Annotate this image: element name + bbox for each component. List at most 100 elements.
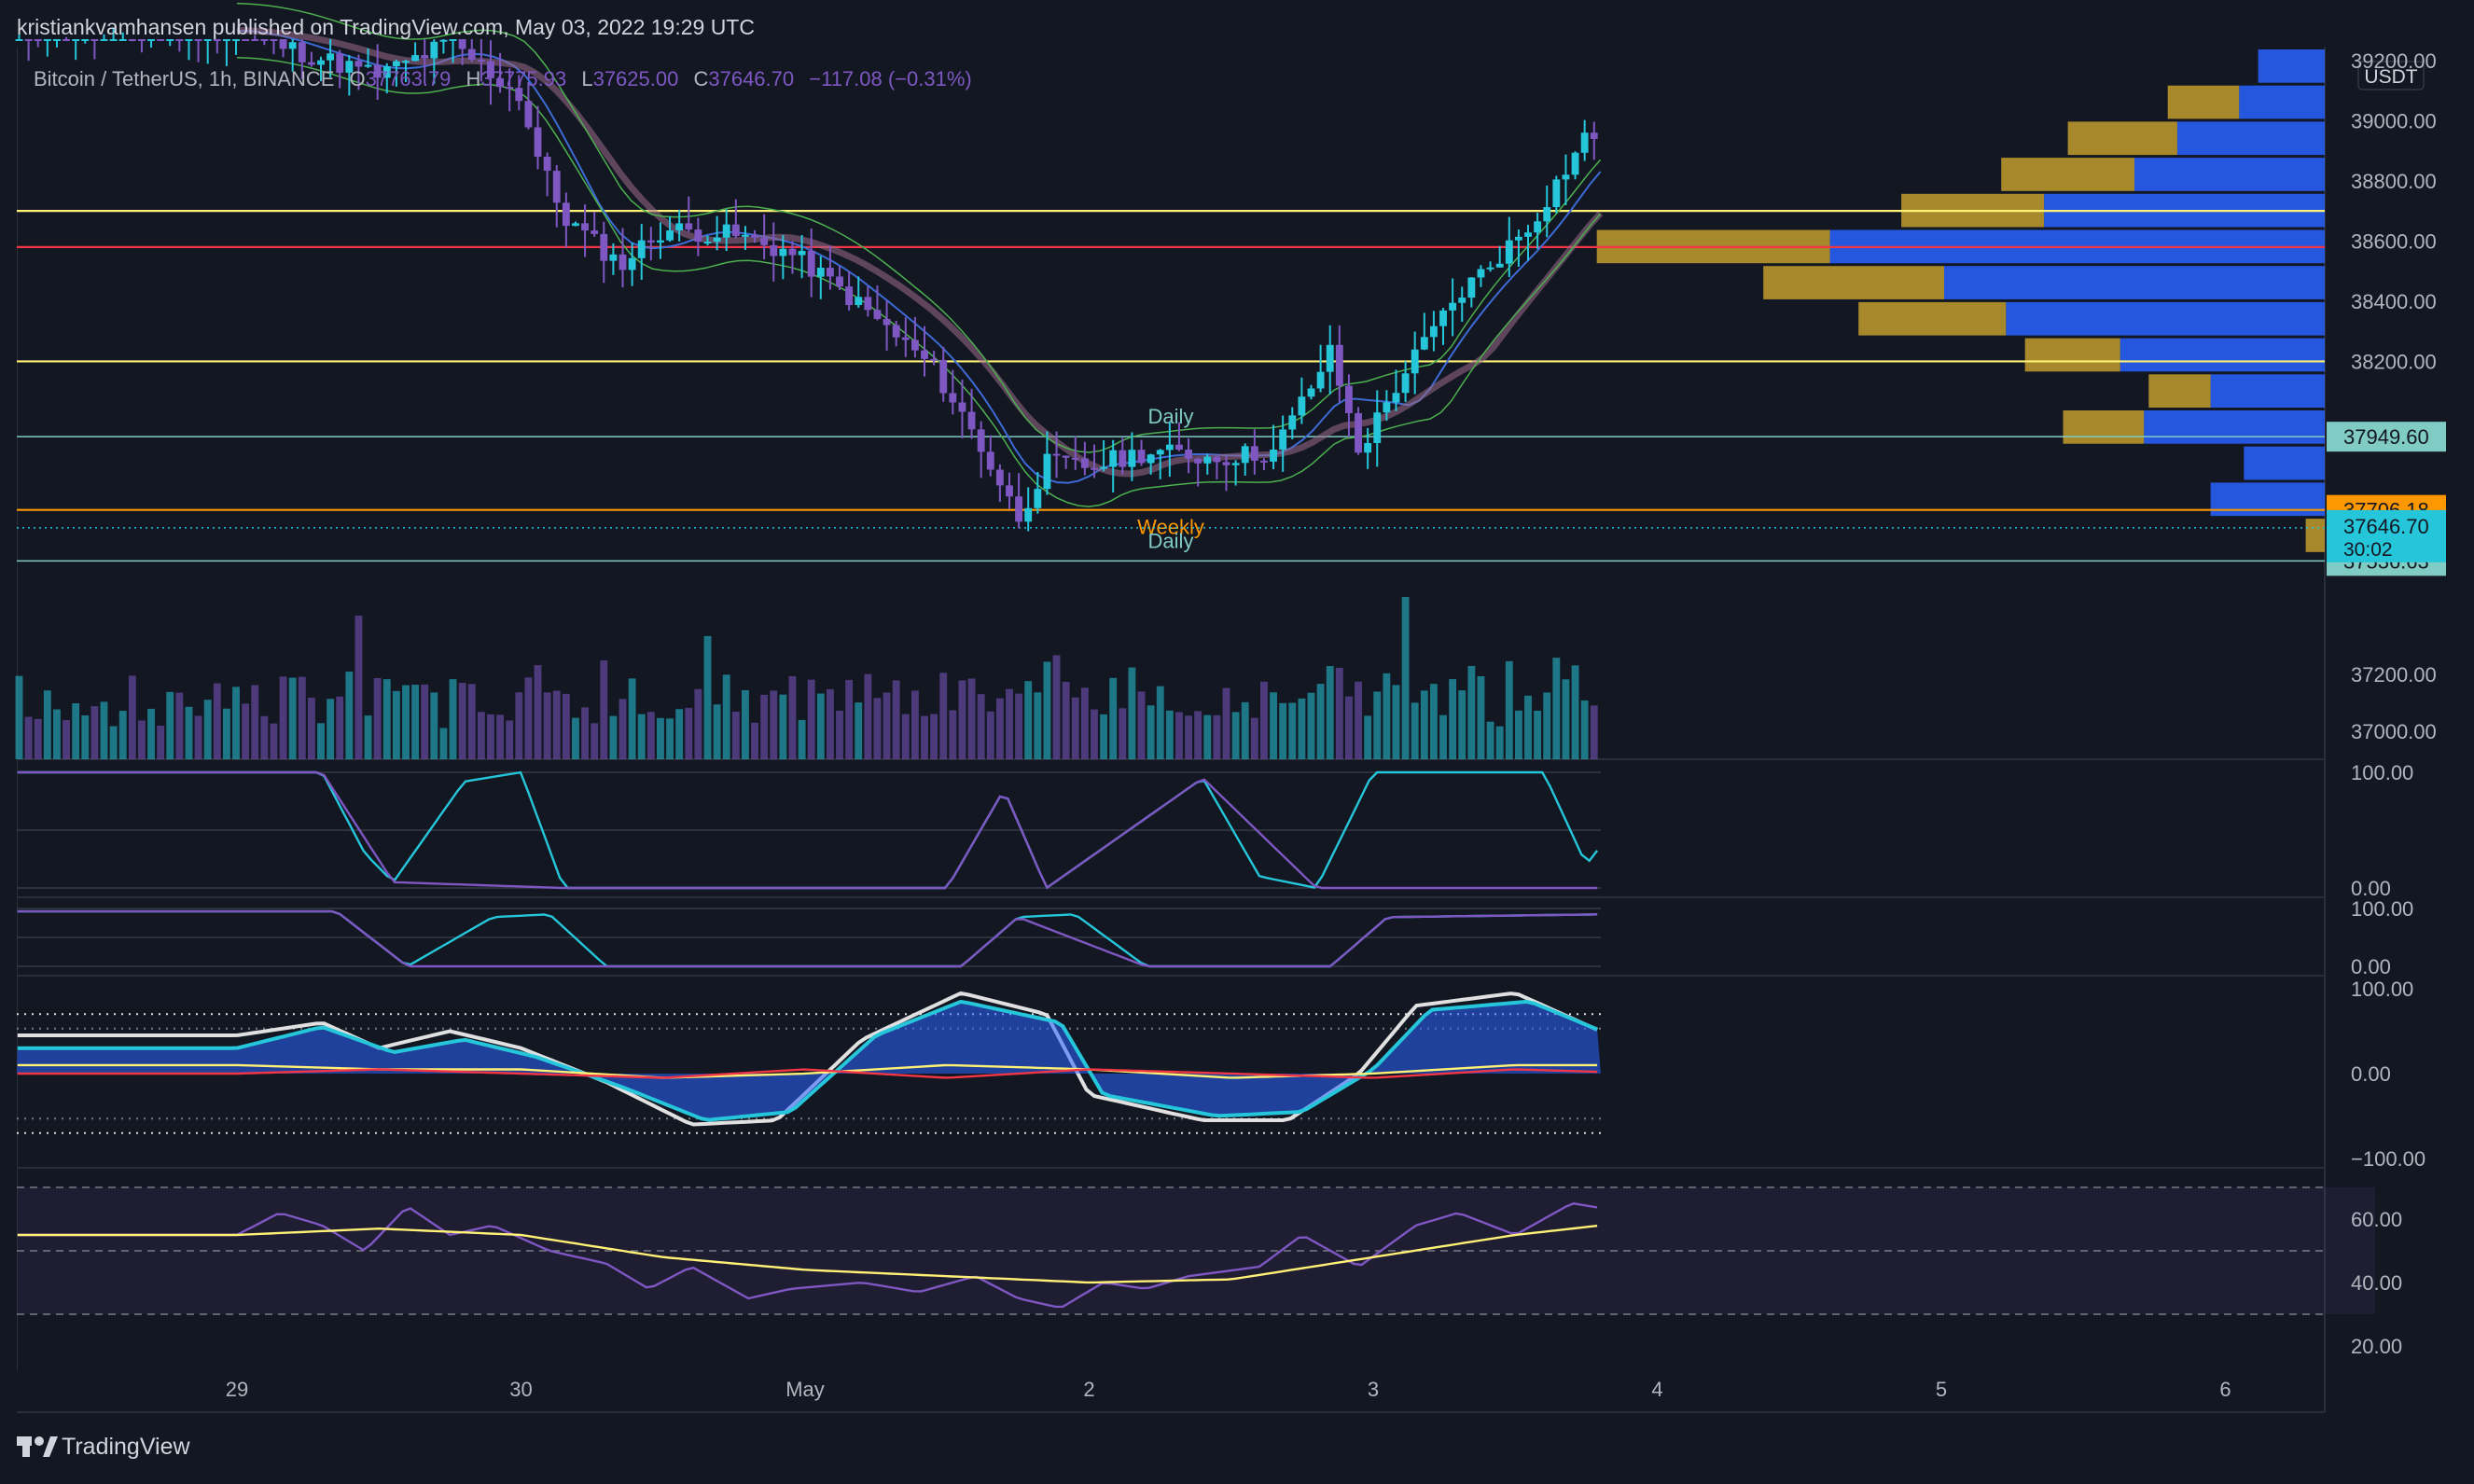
candle-body (1543, 207, 1551, 222)
volume-bar (949, 710, 957, 759)
volume-profile-bar (2148, 374, 2211, 409)
volume-bar (1335, 667, 1343, 759)
volume-bar (467, 684, 476, 759)
candle-body (1420, 337, 1428, 350)
volume-bar (1495, 726, 1504, 759)
volume-bar (986, 711, 994, 759)
volume-bar (685, 707, 693, 759)
volume-bar (90, 706, 99, 759)
price-badge-label: 37949.60 (2343, 425, 2429, 449)
oscillator-tick-label: 100.00 (2351, 978, 2413, 1001)
volume-bar (1185, 715, 1193, 759)
oscillator-tick-label: 40.00 (2351, 1271, 2402, 1295)
time-tick-label: 29 (226, 1378, 248, 1401)
volume-bar (1213, 714, 1221, 759)
volume-bar (43, 690, 51, 759)
volume-bar (722, 674, 730, 759)
candle-body (1279, 429, 1287, 450)
oscillator-series-line (17, 770, 1598, 890)
volume-bar (147, 708, 155, 759)
volume-bar (1128, 667, 1136, 759)
candle-body (836, 276, 843, 287)
candle-body (1119, 450, 1127, 467)
candle-body (24, 39, 33, 41)
currency-label: USDT (2364, 66, 2417, 88)
candle-body (986, 451, 994, 470)
volume-bar (279, 676, 287, 759)
candle-body (1335, 344, 1343, 386)
moving-average-ribbon (236, 27, 1604, 478)
tradingview-logo-icon[interactable] (17, 1436, 58, 1457)
price-tick-label: 37000.00 (2351, 720, 2437, 743)
price-tick-label: 37200.00 (2351, 663, 2437, 687)
candle-body (855, 297, 863, 306)
candle-body (213, 39, 221, 41)
volume-bar (1439, 714, 1447, 759)
candle-body (873, 310, 882, 319)
volume-bar (1590, 705, 1598, 759)
candle-body (751, 234, 758, 238)
volume-bar (1429, 684, 1438, 759)
candle-body (1165, 444, 1174, 451)
volume-bar (72, 703, 80, 759)
volume-bar (1288, 702, 1297, 759)
volume-bar (402, 685, 410, 759)
volume-bar (53, 709, 61, 759)
candle-body (1580, 132, 1589, 153)
candle-body (1316, 371, 1325, 389)
volume-bar (213, 683, 221, 759)
oscillator-tick-label: 100.00 (2351, 761, 2413, 784)
volume-bar (921, 715, 928, 759)
volume-bar (118, 711, 127, 759)
volume-bar (694, 688, 702, 759)
candle-body (600, 233, 608, 261)
candle-body (675, 223, 684, 231)
volume-bar (1562, 679, 1570, 759)
oscillator-tick-label: 0.00 (2351, 1062, 2391, 1086)
price-change: −117.08 (−0.31%) (809, 67, 972, 90)
volume-profile-bar (1763, 266, 1944, 299)
volume-bar (298, 676, 306, 759)
volume-bar (760, 694, 769, 759)
volume-bar (270, 723, 278, 759)
candle-body (977, 429, 985, 452)
volume-bar (1373, 691, 1382, 759)
candle-body (1203, 456, 1212, 464)
candle-body (1562, 174, 1570, 180)
volume-bar (449, 679, 457, 759)
candle-body (1128, 450, 1136, 467)
candle-body (53, 39, 61, 41)
candle-body (1307, 388, 1315, 397)
volume-bar (1486, 721, 1494, 759)
candle-body (552, 171, 561, 203)
candle-body (637, 240, 646, 258)
volume-bar (24, 716, 33, 759)
candle-body (1458, 298, 1466, 303)
candle-body (1175, 444, 1183, 451)
candle-body (1080, 458, 1089, 468)
volume-bar (1345, 696, 1353, 759)
time-tick-label: 6 (2219, 1378, 2231, 1401)
volume-profile-bar (2134, 158, 2325, 191)
volume-bar (1156, 686, 1164, 759)
candle-body (694, 229, 702, 243)
brand-name[interactable]: TradingView (62, 1434, 191, 1460)
candle-body (1383, 402, 1391, 413)
volume-bar (392, 690, 400, 759)
candle-body (1260, 460, 1268, 463)
volume-bar (1279, 702, 1287, 759)
volume-bar (1411, 702, 1419, 759)
volume-bar (288, 677, 297, 759)
candle-body (298, 42, 306, 62)
volume-bar (1062, 682, 1070, 759)
candle-body (467, 49, 476, 60)
volume-bar (242, 703, 250, 759)
candle-body (591, 230, 599, 234)
price-tick-label: 38400.00 (2351, 290, 2437, 313)
candle-body (109, 39, 118, 41)
volume-bar (1109, 677, 1118, 759)
candle-body (232, 39, 240, 41)
candle-body (307, 62, 315, 65)
